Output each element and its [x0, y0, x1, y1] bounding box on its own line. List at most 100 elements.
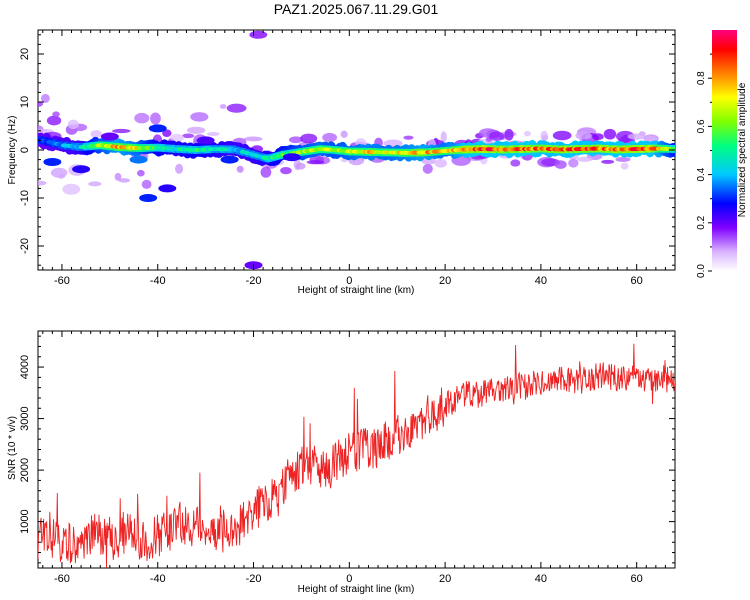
colorbar-tick-label: 0.6: [696, 119, 707, 133]
spectrogram-blob: [422, 163, 433, 174]
spectrogram-blob: [118, 178, 131, 183]
spectrogram-cluster: [139, 194, 158, 202]
spectrogram-blob: [603, 128, 617, 140]
colorbar-tick-label: 0.2: [696, 215, 707, 229]
snr-x-tick-label: 60: [631, 573, 643, 585]
spectrogram-cluster: [129, 155, 148, 164]
spectrogram-blob: [40, 93, 50, 103]
spectrogram-blob: [434, 158, 448, 168]
spectrogram-blob: [150, 112, 161, 125]
spectrogram-blob: [523, 130, 531, 137]
spectrogram-x-tick-label: 40: [535, 275, 547, 287]
spectrogram-x-tick-label: 0: [346, 275, 352, 287]
spectrogram-blob: [114, 172, 122, 181]
spectrogram-blob: [62, 183, 81, 195]
snr-series-line: [38, 343, 675, 568]
spectrogram-blob: [67, 119, 79, 130]
spectrogram-y-tick-label: 20: [19, 48, 31, 60]
spectrogram-y-ticks: -20 -10 0 10 20: [19, 34, 675, 266]
spectrogram-blob: [38, 101, 44, 107]
spectrogram-y-tick-label: -10: [19, 190, 31, 206]
spectrogram-blob: [504, 128, 514, 141]
spectrogram-blob: [207, 131, 220, 136]
spectrogram-blob: [260, 166, 272, 178]
spectrogram-y-tick-label: 0: [19, 147, 31, 153]
spectrogram-blob: [554, 160, 567, 169]
spectrogram-blob: [295, 162, 306, 170]
spectrogram-x-tick-label: 20: [439, 275, 451, 287]
spectrogram-blob: [576, 156, 593, 162]
spectrogram-blob: [50, 167, 68, 178]
snr-x-tick-label: -40: [150, 573, 166, 585]
spectrogram-blob: [306, 160, 325, 165]
spectrogram-blob: [615, 156, 631, 163]
snr-x-tick-label: 40: [535, 573, 547, 585]
spectrogram-blob: [601, 159, 615, 164]
colorbar: 0.0 0.2 0.4 0.6 0.8 Normalized spectral ampl…: [696, 30, 748, 278]
spectrogram-cluster: [43, 158, 62, 166]
spectrogram-y-tick-label: -20: [19, 238, 31, 254]
spectrogram-y-tick-label: 10: [19, 96, 31, 108]
colorbar-label: Normalized spectral amplitude: [737, 82, 748, 217]
spectrogram-blob: [568, 158, 579, 168]
spectrogram-blob: [340, 130, 348, 138]
spectrogram-blob: [620, 162, 629, 170]
snr-y-tick-label: 3000: [19, 406, 31, 430]
snr-x-tick-label: 0: [346, 573, 352, 585]
spectrogram-blob: [627, 133, 647, 140]
spectrogram-cluster: [196, 136, 215, 145]
snr-x-label: Height of straight line (km): [298, 584, 415, 595]
colorbar-tick-label: 0.4: [696, 167, 707, 181]
spectrogram-marks: [38, 30, 675, 270]
spectrogram-blob: [236, 165, 244, 173]
colorbar-gradient: [712, 30, 737, 271]
snr-y-tick-label: 1000: [19, 509, 31, 533]
spectrogram-blob: [190, 112, 209, 122]
spectrogram-blob: [592, 133, 604, 141]
spectrogram-blob: [182, 133, 195, 139]
spectrogram-x-label: Height of straight line (km): [298, 285, 415, 296]
spectrogram-panel: -60 -40 -20 0 20 40 60 -20 -10 0 10 20 Height of s…: [7, 29, 676, 296]
spectrogram-blob: [52, 111, 60, 118]
snr-y-tick-label: 4000: [19, 355, 31, 379]
spectrogram-blob: [244, 136, 263, 142]
spectrogram-blob: [162, 129, 172, 137]
spectrogram-blob: [88, 181, 102, 187]
spectrogram-blob: [46, 115, 62, 126]
spectrogram-cluster: [249, 30, 268, 39]
spectrogram-blob: [112, 128, 131, 134]
spectrogram-x-ticks: -60 -40 -20 0 20 40 60: [42, 30, 676, 287]
spectrogram-blob: [170, 134, 185, 142]
spectrogram-cluster: [220, 155, 239, 164]
spectrogram-cluster: [282, 153, 301, 162]
spectrogram-x-tick-label: -20: [246, 275, 262, 287]
snr-x-tick-label: -60: [54, 573, 70, 585]
spectrogram-x-tick-label: -40: [150, 275, 166, 287]
spectrogram-blob: [575, 131, 592, 140]
spectrogram-blob: [403, 135, 414, 140]
colorbar-tick-label: 0.8: [696, 71, 707, 85]
snr-y-label: SNR (10 * v/v): [7, 416, 18, 480]
snr-x-tick-label: -20: [246, 573, 262, 585]
spectrogram-blob: [219, 104, 227, 109]
snr-panel: -60 -40 -20 0 20 40 60 1000 2000 3000 4000 Height…: [7, 330, 676, 595]
spectrogram-blob: [280, 166, 292, 175]
spectrogram-blob: [510, 159, 521, 167]
spectrogram-cluster: [72, 165, 91, 174]
spectrogram-blob: [38, 180, 47, 186]
snr-x-ticks: -60 -40 -20 0 20 40 60: [42, 331, 676, 585]
spectrogram-blob: [134, 112, 150, 124]
spectrogram-blob: [421, 158, 436, 165]
spectrogram-blob: [141, 179, 152, 189]
spectrogram-blob: [322, 132, 338, 142]
spectrogram-blob: [288, 136, 303, 144]
snr-y-ticks: 1000 2000 3000 4000: [19, 335, 675, 564]
snr-x-tick-label: 20: [439, 573, 451, 585]
snr-y-tick-label: 2000: [19, 458, 31, 482]
spectrogram-cluster: [158, 184, 177, 193]
colorbar-ticks: 0.0 0.2 0.4 0.6 0.8: [696, 53, 712, 278]
spectrogram-blob: [488, 131, 505, 141]
spectrogram-blob: [137, 169, 145, 177]
spectrogram-blob: [90, 130, 103, 138]
